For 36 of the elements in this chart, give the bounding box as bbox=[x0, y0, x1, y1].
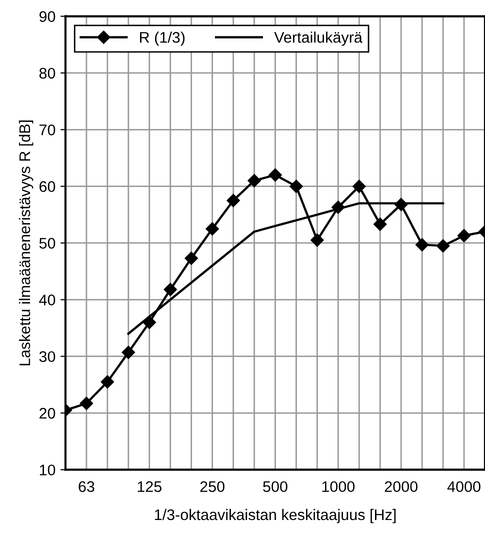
y-tick-label: 80 bbox=[39, 68, 56, 79]
x-tick-label: 250 bbox=[200, 481, 224, 492]
point bbox=[80, 396, 94, 410]
point bbox=[184, 252, 198, 265]
point bbox=[374, 218, 387, 231]
point bbox=[457, 229, 471, 242]
x-tick-label: 1000 bbox=[322, 481, 355, 492]
point bbox=[290, 180, 303, 193]
point bbox=[100, 375, 114, 388]
point bbox=[248, 174, 261, 188]
point bbox=[122, 346, 135, 359]
y-tick-label: 30 bbox=[39, 351, 56, 362]
x-tick-label: 2000 bbox=[384, 481, 418, 492]
point bbox=[268, 168, 282, 182]
point bbox=[164, 282, 177, 296]
point bbox=[206, 222, 219, 236]
y-tick-label: 90 bbox=[39, 11, 56, 22]
y-tick-label: 20 bbox=[40, 408, 56, 419]
x-tick-label: 63 bbox=[78, 481, 94, 492]
legend-label: R (1/3) bbox=[140, 32, 185, 46]
x-axis-title: 1/3-oktaavikaistan keskitaajuus [Hz] bbox=[154, 508, 396, 524]
y-tick-label: 50 bbox=[39, 238, 56, 249]
legend-label: Vertailukäyrä bbox=[274, 32, 362, 46]
x-tick-label: 500 bbox=[263, 481, 288, 492]
x-tick-label: 125 bbox=[138, 481, 162, 492]
y-tick-label: 40 bbox=[39, 294, 56, 306]
point bbox=[310, 234, 324, 247]
y-tick-label: 60 bbox=[40, 181, 56, 192]
y-axis-title: Laskettu ilmaääneneristävyys R [dB] bbox=[18, 120, 34, 366]
point bbox=[436, 239, 450, 252]
y-tick-label: 70 bbox=[40, 124, 56, 136]
y-tick-label: 10 bbox=[40, 464, 56, 476]
x-tick-label: 4000 bbox=[447, 481, 480, 492]
point bbox=[352, 180, 366, 193]
point bbox=[415, 238, 429, 252]
point bbox=[226, 194, 240, 208]
